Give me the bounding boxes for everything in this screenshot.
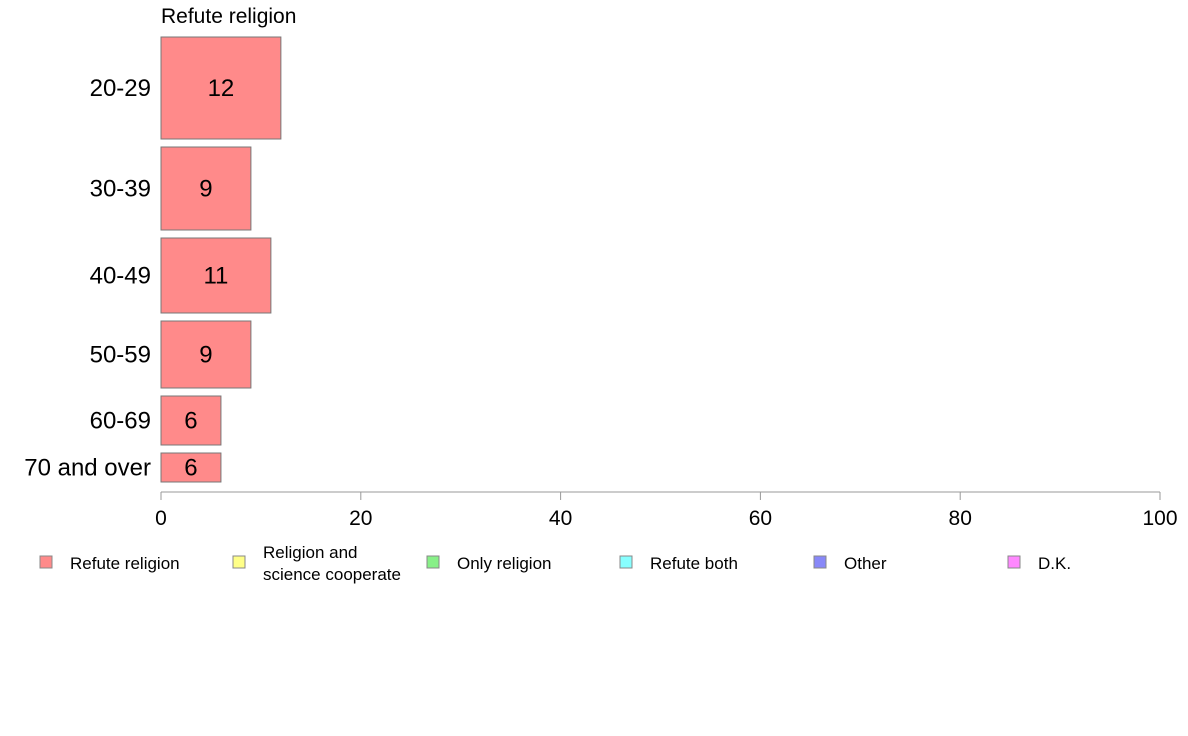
x-tick-label: 0 [155,507,167,530]
x-tick-label: 100 [1142,507,1177,530]
legend-label: Refute religion [70,554,180,573]
bar-60-69 [160,395,222,446]
legend-swatch [619,555,633,569]
y-category-label: 40-49 [90,263,151,290]
legend-swatch [813,555,827,569]
bar-value-label: 9 [199,176,212,203]
x-tick-label: 20 [349,507,372,530]
bars-group: 12 9 11 9 6 6 [160,36,282,483]
legend-swatch [232,555,246,569]
legend-swatch [426,555,440,569]
y-axis-labels: 20-29 30-39 40-49 50-59 60-69 70 and over [24,75,151,482]
legend-label: Other [844,554,887,573]
bar-value-label: 6 [184,408,197,435]
legend-label: Only religion [457,554,552,573]
panel-title: Refute religion [161,5,296,28]
y-category-label: 50-59 [90,342,151,369]
y-category-label: 20-29 [90,75,151,102]
x-axis: 0 20 40 60 80 100 [155,491,1178,530]
bar-20-29 [160,36,282,140]
legend-swatch [39,555,53,569]
legend: Refute religion Religion and science coope… [39,543,1071,584]
y-category-label: 60-69 [90,408,151,435]
legend-label: Refute both [650,554,738,573]
y-category-label: 70 and over [24,455,151,482]
legend-swatch [1007,555,1021,569]
bar-50-59 [160,320,252,389]
bar-value-label: 11 [203,263,228,290]
bar-value-label: 9 [199,342,212,369]
legend-label: Religion and science cooperate [263,543,401,584]
bar-value-label: 12 [208,75,235,102]
x-tick-label: 40 [549,507,572,530]
bar-40-49 [160,237,272,314]
bar-value-label: 6 [184,455,197,482]
y-category-label: 30-39 [90,176,151,203]
x-tick-label: 60 [749,507,772,530]
bar-30-39 [160,146,252,231]
x-tick-label: 80 [949,507,972,530]
legend-label: D.K. [1038,554,1071,573]
bar-70-and-over [160,452,222,483]
